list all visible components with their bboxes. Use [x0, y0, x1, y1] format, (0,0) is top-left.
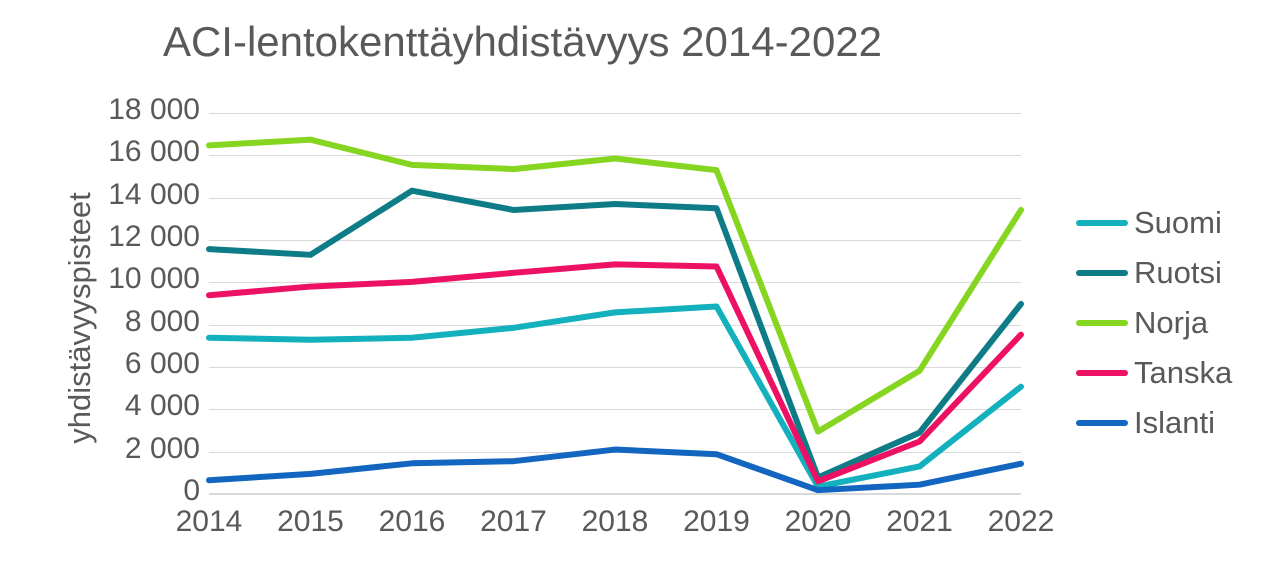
series-lines — [206, 136, 1024, 494]
y-axis-tick-label: 4 000 — [124, 389, 200, 423]
chart-legend: Suomi Ruotsi Norja Tanska Islanti — [1076, 198, 1280, 448]
legend-item-islanti[interactable]: Islanti — [1076, 398, 1280, 448]
plot-area — [206, 113, 1024, 495]
legend-item-suomi[interactable]: Suomi — [1076, 198, 1280, 248]
legend-swatch-icon — [1076, 220, 1128, 226]
x-axis-tick-labels: 2014 2015 2016 2017 2018 2019 2020 2021 2022 — [176, 505, 1055, 550]
y-axis-tick-label: 0 — [183, 474, 200, 507]
gridline — [209, 240, 1021, 241]
y-axis-tick-label: 2 000 — [124, 431, 200, 465]
x-axis-tick-label: 2018 — [581, 505, 649, 538]
x-axis-line — [209, 492, 1021, 494]
x-axis-tick-label: 2019 — [683, 505, 750, 538]
legend-label: Tanska — [1134, 355, 1233, 390]
y-axis-tick-labels: 18 000 16 000 14 000 12 000 10 000 8 000 6 000… — [40, 93, 200, 507]
gridline — [209, 409, 1021, 411]
legend-label: Islanti — [1134, 405, 1215, 440]
legend-swatch-icon — [1076, 320, 1128, 326]
gridline — [209, 197, 1021, 199]
legend-item-tanska[interactable]: Tanska — [1076, 348, 1280, 398]
gridline — [209, 494, 1021, 495]
x-axis-tick-label: 2022 — [987, 505, 1055, 538]
legend-swatch-icon — [1076, 270, 1128, 276]
series-line-islanti — [206, 446, 1024, 494]
x-axis-tick-label: 2016 — [378, 505, 446, 538]
legend-item-ruotsi[interactable]: Ruotsi — [1076, 248, 1280, 298]
y-axis-tick-label: 8 000 — [124, 304, 200, 338]
gridline — [209, 324, 1021, 326]
y-axis-tick-label: 16 000 — [108, 135, 200, 169]
series-line-ruotsi — [206, 187, 1024, 481]
y-axis-tick-label: 6 000 — [124, 347, 200, 380]
x-axis-tick-label: 2020 — [784, 505, 852, 538]
x-axis-tick-label: 2017 — [480, 505, 547, 538]
legend-item-norja[interactable]: Norja — [1076, 298, 1280, 348]
legend-label: Ruotsi — [1134, 255, 1222, 290]
x-axis-tick-label: 2015 — [277, 505, 344, 538]
series-line-suomi — [206, 303, 1024, 490]
chart-title: ACI-lentokenttäyhdistävyys 2014-2022 — [162, 18, 883, 65]
legend-swatch-icon — [1076, 370, 1128, 376]
gridline — [209, 282, 1021, 284]
legend-label: Norja — [1134, 305, 1209, 340]
legend-label: Suomi — [1134, 205, 1222, 240]
legend-swatch-icon — [1076, 420, 1128, 426]
y-axis-tick-label: 12 000 — [108, 220, 200, 253]
y-axis-tick-label: 18 000 — [108, 93, 200, 126]
y-axis-tick-label: 14 000 — [108, 177, 200, 211]
gridline — [209, 367, 1021, 368]
series-line-tanska — [206, 261, 1024, 485]
x-axis-tick-label: 2014 — [175, 505, 243, 538]
series-line-norja — [206, 136, 1024, 435]
gridline — [209, 113, 1021, 114]
y-axis-tick-label: 10 000 — [108, 262, 200, 296]
x-axis-tick-label: 2021 — [886, 505, 953, 538]
